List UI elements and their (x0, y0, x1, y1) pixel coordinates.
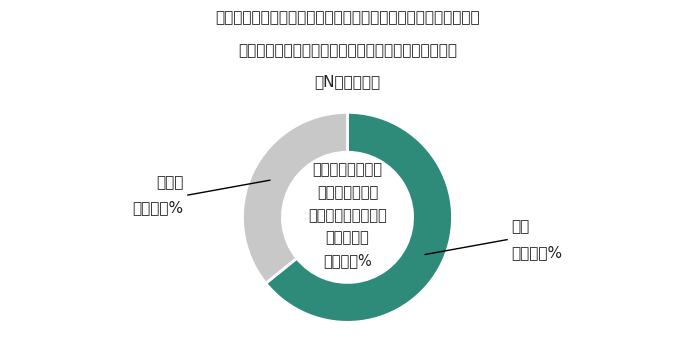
Text: （N＝５００）: （N＝５００） (314, 74, 381, 89)
Text: 会社に勤めている以上「暮らしたい場所」と「やりたい仕事」を: 会社に勤めている以上「暮らしたい場所」と「やりたい仕事」を (215, 10, 480, 25)
Wedge shape (265, 112, 452, 322)
Text: いいえ: いいえ (156, 175, 183, 190)
Wedge shape (243, 112, 348, 283)
Text: 暮らしたい場所と
やりたい仕事を
自由に選べないこと
は仕方ない
６４．２%: 暮らしたい場所と やりたい仕事を 自由に選べないこと は仕方ない ６４．２% (308, 162, 387, 268)
Text: ６４．２%: ６４．２% (512, 245, 562, 260)
Text: はい: はい (512, 219, 530, 235)
Text: 自由に選べないことは仕方ないことだと思いますか。: 自由に選べないことは仕方ないことだと思いますか。 (238, 43, 457, 58)
Text: ３５．８%: ３５．８% (133, 200, 183, 215)
